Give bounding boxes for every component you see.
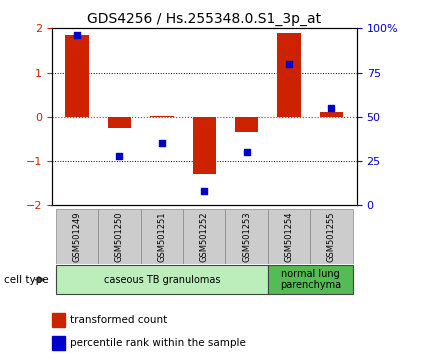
Text: GSM501250: GSM501250 [115,211,124,262]
Point [243,149,250,155]
Text: GSM501252: GSM501252 [200,211,209,262]
Point [286,61,292,67]
Text: GSM501254: GSM501254 [285,211,294,262]
Bar [235,117,258,132]
Text: normal lung
parenchyma: normal lung parenchyma [280,269,341,291]
Bar [268,209,310,264]
Point [328,105,335,111]
Text: cell type: cell type [4,275,49,285]
Bar [108,117,131,128]
Bar [183,209,225,264]
Bar [150,116,174,117]
Point [158,141,165,146]
Bar [56,266,268,294]
Bar [193,117,216,175]
Text: percentile rank within the sample: percentile rank within the sample [70,338,246,348]
Bar [56,209,98,264]
Bar [225,209,268,264]
Point [74,33,80,38]
Text: GSM501251: GSM501251 [157,211,166,262]
Bar [320,112,343,117]
Point [201,188,208,194]
Text: GSM501255: GSM501255 [327,211,336,262]
Bar [310,209,353,264]
Bar [268,266,353,294]
Text: GSM501249: GSM501249 [73,211,82,262]
Text: caseous TB granulomas: caseous TB granulomas [104,275,220,285]
Point [116,153,123,159]
Bar [277,33,301,117]
Text: transformed count: transformed count [70,315,167,325]
Title: GDS4256 / Hs.255348.0.S1_3p_at: GDS4256 / Hs.255348.0.S1_3p_at [87,12,321,26]
Bar [141,209,183,264]
Bar [65,35,89,117]
Bar [98,209,141,264]
Text: GSM501253: GSM501253 [242,211,251,262]
